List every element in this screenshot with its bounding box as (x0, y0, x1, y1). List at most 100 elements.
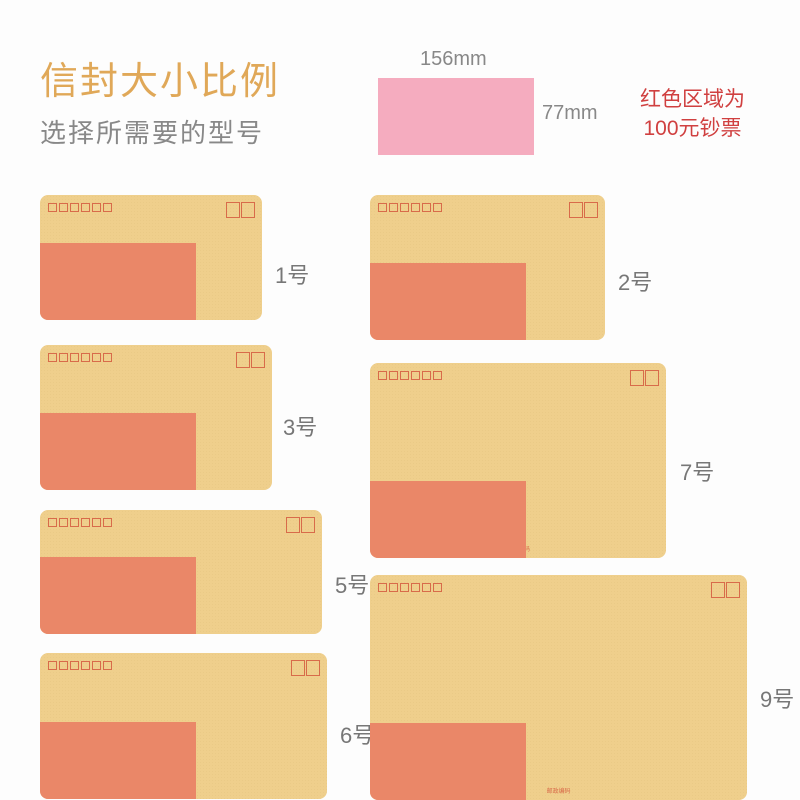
postal-code-box (59, 203, 68, 212)
stamp-box (251, 352, 265, 368)
legend-note-line1: 红色区域为 (640, 88, 745, 111)
bill-overlay (40, 722, 196, 799)
postal-code-boxes (48, 661, 112, 670)
bill-overlay (370, 723, 526, 800)
postal-code-box (70, 661, 79, 670)
postal-code-box (433, 583, 442, 592)
legend-note-line2: 100元钞票 (643, 117, 741, 140)
legend-width-label: 156mm (420, 48, 487, 71)
envelope-5: 邮政编码 (40, 510, 322, 634)
page-title: 信封大小比例 (40, 50, 280, 105)
postal-code-box (70, 518, 79, 527)
postal-code-box (81, 518, 90, 527)
postal-code-box (433, 203, 442, 212)
envelope-label-5: 5号 (335, 568, 369, 600)
envelope-label-3: 3号 (283, 410, 317, 442)
stamp-box (645, 370, 659, 386)
envelope-3: 邮政编码 (40, 345, 272, 490)
postal-code-box (92, 518, 101, 527)
legend-bill-box (378, 78, 534, 155)
stamp-box (711, 582, 725, 598)
postal-code-box (59, 353, 68, 362)
postal-code-box (378, 583, 387, 592)
postal-code-box (81, 203, 90, 212)
envelope-6: 邮政编码 (40, 653, 327, 799)
postal-code-box (411, 203, 420, 212)
postal-code-box (48, 518, 57, 527)
stamp-box (306, 660, 320, 676)
stamp-box (241, 202, 255, 218)
postal-code-box (92, 203, 101, 212)
bill-overlay (40, 557, 196, 634)
bill-overlay (370, 263, 526, 340)
postal-code-boxes (48, 518, 112, 527)
postal-code-boxes (48, 353, 112, 362)
stamp-box (569, 202, 583, 218)
stamp-area (711, 582, 740, 598)
envelope-bottom-text: 邮政编码 (546, 786, 570, 795)
stamp-box (226, 202, 240, 218)
header: 信封大小比例 选择所需要的型号 (40, 50, 280, 150)
bill-overlay (40, 413, 196, 490)
legend-height-label: 77mm (542, 102, 598, 125)
envelope-9: 邮政编码 (370, 575, 747, 800)
postal-code-box (103, 353, 112, 362)
stamp-area (226, 202, 255, 218)
stamp-box (584, 202, 598, 218)
stamp-area (291, 660, 320, 676)
postal-code-box (378, 371, 387, 380)
envelope-2: 邮政编码 (370, 195, 605, 340)
stamp-box (726, 582, 740, 598)
envelope-label-2: 2号 (618, 265, 652, 297)
postal-code-box (400, 583, 409, 592)
envelope-label-7: 7号 (680, 455, 714, 487)
postal-code-box (81, 661, 90, 670)
postal-code-box (389, 203, 398, 212)
postal-code-box (70, 353, 79, 362)
postal-code-boxes (378, 583, 442, 592)
postal-code-box (48, 203, 57, 212)
postal-code-box (400, 203, 409, 212)
stamp-area (630, 370, 659, 386)
postal-code-box (433, 371, 442, 380)
postal-code-boxes (378, 203, 442, 212)
envelope-label-1: 1号 (275, 258, 309, 290)
postal-code-box (103, 518, 112, 527)
stamp-box (630, 370, 644, 386)
stamp-box (236, 352, 250, 368)
envelope-1: 邮政编码 (40, 195, 262, 320)
postal-code-box (389, 371, 398, 380)
stamp-box (291, 660, 305, 676)
postal-code-box (81, 353, 90, 362)
stamp-area (569, 202, 598, 218)
postal-code-box (422, 203, 431, 212)
postal-code-box (422, 583, 431, 592)
page-subtitle: 选择所需要的型号 (40, 113, 280, 150)
stamp-box (301, 517, 315, 533)
postal-code-boxes (48, 203, 112, 212)
postal-code-box (400, 371, 409, 380)
postal-code-box (389, 583, 398, 592)
postal-code-box (48, 353, 57, 362)
postal-code-box (422, 371, 431, 380)
postal-code-box (378, 203, 387, 212)
postal-code-box (411, 371, 420, 380)
envelope-7: 邮政编码 (370, 363, 666, 558)
stamp-area (286, 517, 315, 533)
postal-code-box (70, 203, 79, 212)
postal-code-boxes (378, 371, 442, 380)
postal-code-box (48, 661, 57, 670)
postal-code-box (103, 203, 112, 212)
bill-overlay (370, 481, 526, 558)
stamp-box (286, 517, 300, 533)
postal-code-box (92, 661, 101, 670)
postal-code-box (103, 661, 112, 670)
legend-note: 红色区域为 100元钞票 (640, 85, 745, 144)
postal-code-box (411, 583, 420, 592)
stamp-area (236, 352, 265, 368)
postal-code-box (92, 353, 101, 362)
envelope-label-9: 9号 (760, 682, 794, 714)
bill-overlay (40, 243, 196, 320)
postal-code-box (59, 518, 68, 527)
postal-code-box (59, 661, 68, 670)
